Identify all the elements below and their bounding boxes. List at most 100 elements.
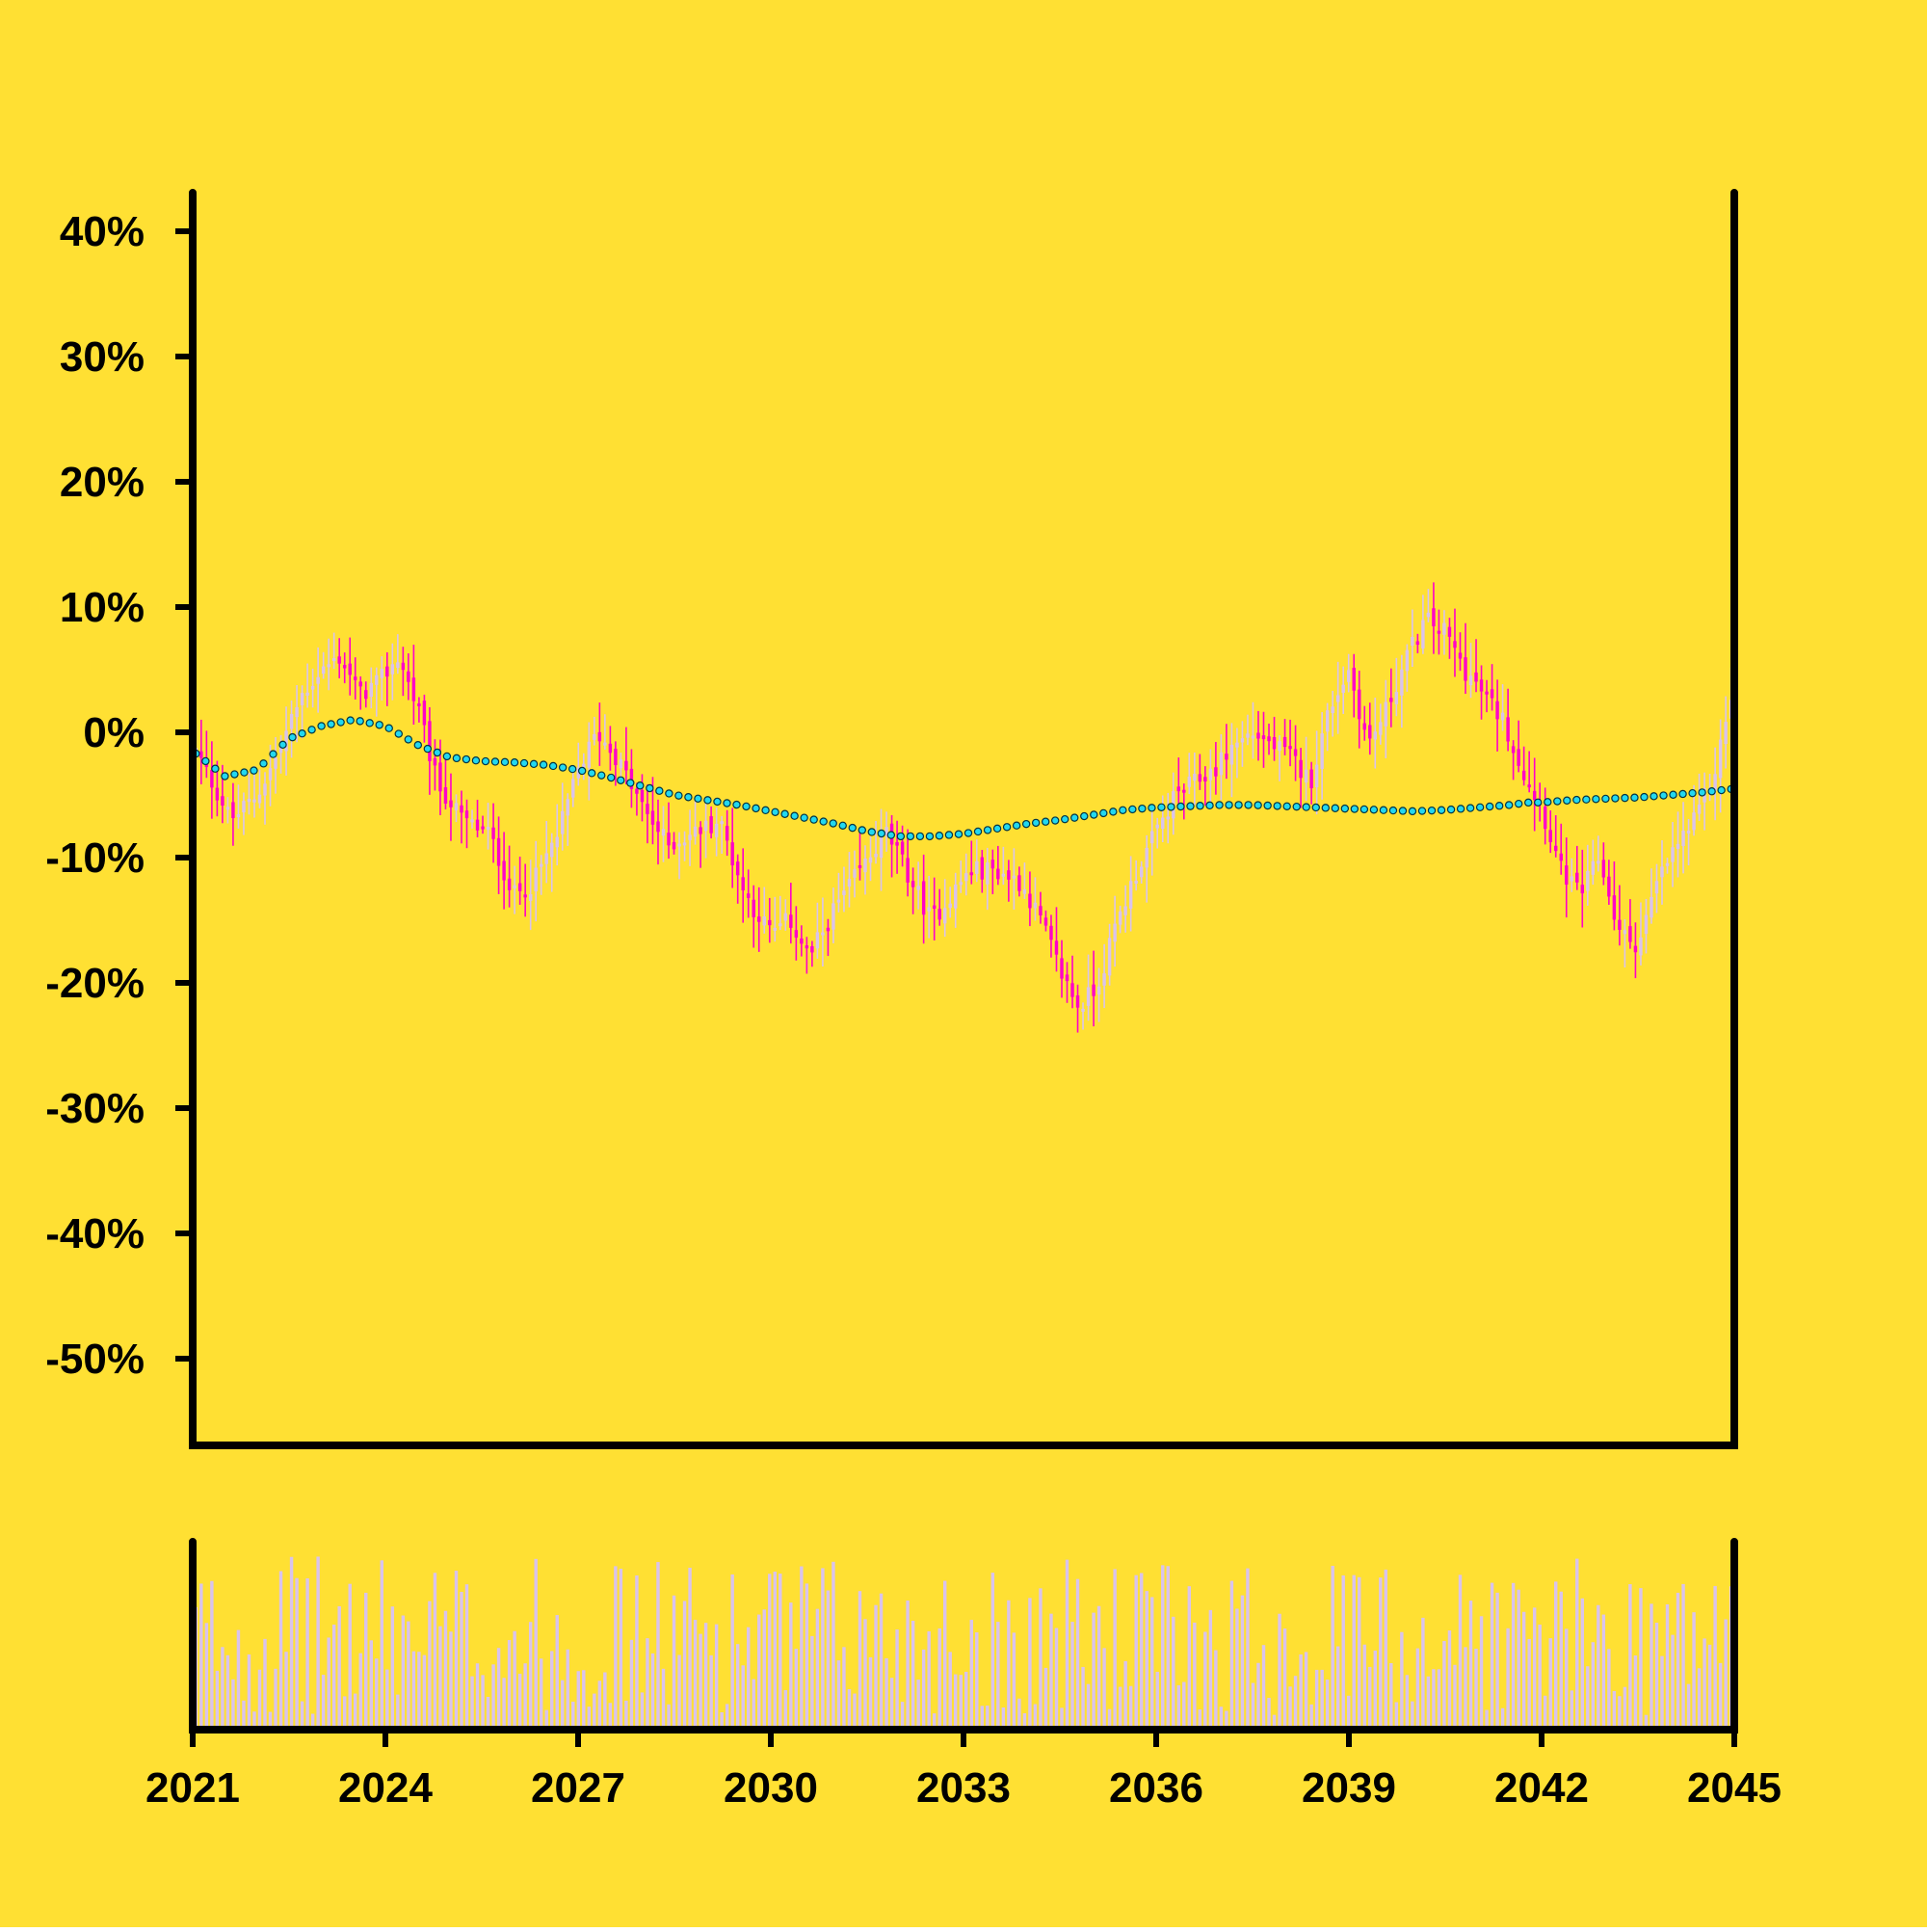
y-tick-label: -40% — [45, 1210, 145, 1257]
volume-bar — [688, 1567, 692, 1730]
moving-average-point — [1427, 806, 1437, 815]
candle-body — [1532, 790, 1537, 801]
volume-bar — [1225, 1710, 1228, 1730]
volume-bar — [709, 1654, 713, 1730]
volume-bar — [1384, 1569, 1388, 1730]
moving-average-point — [1534, 798, 1543, 807]
volume-bar — [603, 1672, 607, 1730]
candle-body — [667, 833, 671, 846]
candle-body — [268, 768, 273, 781]
candle-body — [354, 676, 357, 680]
candle-body — [1203, 777, 1207, 781]
moving-average-point — [1070, 813, 1079, 822]
candle-body — [1426, 612, 1431, 618]
moving-average-point — [1109, 807, 1118, 816]
moving-average-point — [1263, 801, 1272, 810]
candle-body — [1575, 872, 1579, 883]
candle-body — [433, 757, 437, 766]
moving-average-point — [1273, 802, 1281, 810]
volume-bar — [496, 1648, 501, 1730]
candle-body — [225, 807, 230, 810]
volume-bar — [1139, 1573, 1144, 1730]
volume-bar — [236, 1629, 241, 1730]
volume-bar — [1304, 1652, 1308, 1730]
candle-body — [783, 913, 788, 921]
moving-average-point — [365, 719, 374, 728]
candle-body — [1060, 958, 1064, 979]
moving-average-point — [1292, 802, 1301, 811]
candle-body — [1511, 746, 1516, 754]
volume-bar — [1261, 1645, 1266, 1730]
moving-average-point — [1592, 795, 1600, 804]
volume-bar — [720, 1711, 724, 1730]
x-tick-label: 2030 — [724, 1764, 818, 1812]
candle-body — [1272, 736, 1277, 750]
moving-average-point — [1021, 819, 1031, 829]
volume-bar — [1628, 1584, 1632, 1730]
volume-bar — [443, 1610, 448, 1730]
candle-body — [385, 666, 389, 677]
x-tick-label: 2042 — [1494, 1764, 1589, 1812]
candle-body — [821, 932, 825, 936]
volume-bar — [417, 1652, 421, 1730]
volume-bar — [225, 1654, 230, 1730]
candle-body — [1389, 698, 1393, 702]
volume-bar — [321, 1675, 326, 1730]
volume-bar — [635, 1575, 639, 1730]
candle-body — [1335, 695, 1340, 702]
moving-average-point — [510, 758, 519, 767]
moving-average-point — [684, 793, 693, 802]
candle-body — [868, 857, 873, 863]
candle-body — [794, 930, 799, 939]
volume-bar — [921, 1649, 926, 1730]
volume-bar — [725, 1704, 729, 1730]
candle-body — [1092, 984, 1095, 996]
candle-body — [1447, 626, 1452, 637]
volume-bar — [428, 1601, 432, 1730]
candle-body — [1500, 712, 1505, 721]
moving-average-point — [1650, 792, 1658, 801]
volume-bar — [1612, 1691, 1617, 1730]
y-tick-label: -20% — [45, 960, 145, 1007]
volume-bar — [1468, 1601, 1473, 1730]
candle-body — [247, 799, 251, 803]
volume-bar — [1548, 1638, 1552, 1730]
candle-body — [566, 799, 569, 816]
candle-body — [815, 932, 820, 949]
volume-bar — [1676, 1592, 1680, 1730]
volume-bar — [614, 1566, 618, 1730]
moving-average-point — [1186, 802, 1195, 810]
volume-bar — [278, 1571, 283, 1730]
volume-bar — [507, 1640, 512, 1730]
candle-body — [895, 841, 899, 846]
moving-average-point — [742, 802, 751, 811]
volume-bar — [762, 1609, 766, 1730]
candle-body — [517, 883, 522, 891]
volume-bar — [900, 1702, 905, 1730]
moving-average-point — [723, 799, 731, 807]
volume-bar — [1373, 1650, 1377, 1730]
volume-bar — [1352, 1575, 1356, 1730]
volume-bar — [1107, 1708, 1112, 1730]
candle-body — [757, 916, 761, 922]
volume-bar — [682, 1601, 687, 1730]
moving-average-point — [452, 754, 462, 763]
candle-body — [454, 803, 459, 810]
moving-average-point — [1417, 807, 1427, 815]
candle-body — [720, 821, 724, 825]
volume-bar — [1532, 1607, 1537, 1730]
candle-body — [1028, 893, 1032, 909]
candles-layer — [194, 582, 1733, 1033]
volume-bar — [327, 1637, 330, 1730]
volume-bar — [1075, 1578, 1080, 1730]
moving-average-point — [433, 748, 442, 757]
candle-body — [1246, 733, 1250, 738]
candle-body — [310, 685, 315, 690]
volume-bar — [385, 1669, 389, 1730]
volume-bar — [354, 1693, 357, 1730]
volume-bar — [210, 1580, 214, 1730]
candle-body — [1442, 622, 1446, 635]
volume-bar — [348, 1583, 352, 1730]
volume-bar — [836, 1660, 841, 1730]
candle-body — [1001, 873, 1006, 877]
